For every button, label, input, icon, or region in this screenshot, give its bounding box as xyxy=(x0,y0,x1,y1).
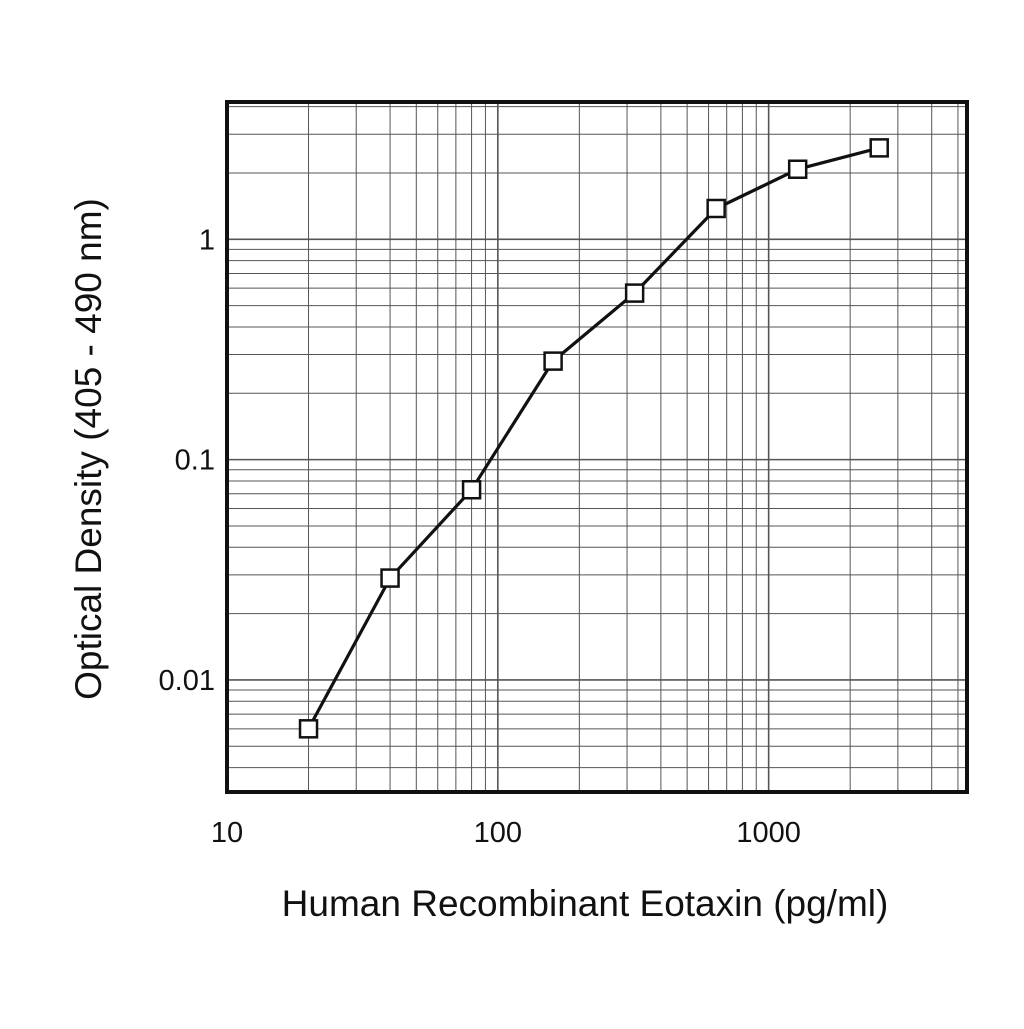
data-point-marker xyxy=(298,719,319,739)
y-tick-label: 0.1 xyxy=(175,445,215,477)
data-point-marker xyxy=(869,138,889,158)
y-tick-labels: 0.01 0.1 1 xyxy=(159,224,215,697)
x-tick-label: 100 xyxy=(474,817,522,849)
data-point-marker xyxy=(543,351,563,371)
y-tick-label: 0.01 xyxy=(159,665,215,697)
grid-lines xyxy=(227,102,967,792)
x-tick-label: 1000 xyxy=(736,817,801,849)
y-tick-label: 1 xyxy=(199,224,215,256)
series-line-layer xyxy=(307,146,880,730)
data-point-marker xyxy=(461,479,482,500)
data-point-marker xyxy=(624,283,645,303)
y-axis-title: Optical Density (405 - 490 nm) xyxy=(68,198,109,700)
data-point-marker xyxy=(380,568,400,588)
data-markers xyxy=(298,138,889,739)
plot-area-frame xyxy=(225,100,969,794)
series-line xyxy=(307,146,880,730)
data-point-marker xyxy=(706,198,726,219)
x-axis-title: Human Recombinant Eotaxin (pg/ml) xyxy=(282,883,889,924)
x-tick-labels: 10 100 1000 xyxy=(211,817,801,849)
data-point-marker xyxy=(787,159,808,179)
x-tick-label: 10 xyxy=(211,817,243,849)
